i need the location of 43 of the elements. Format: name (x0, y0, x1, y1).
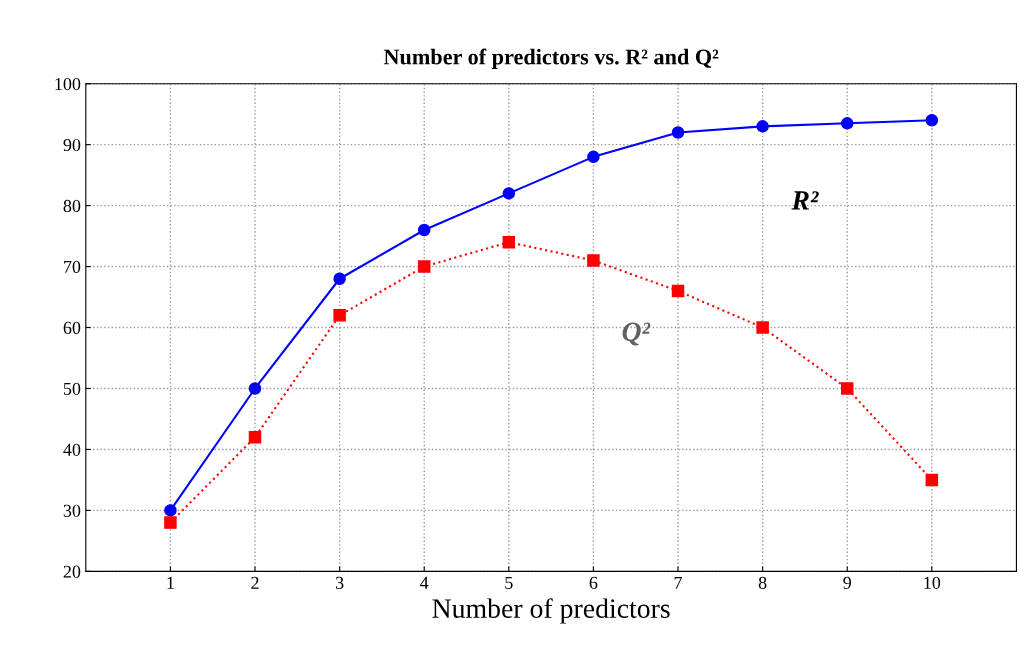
point (333, 272, 346, 286)
x-tick-label: 5 (505, 576, 513, 589)
x-tick-label: 8 (758, 576, 767, 589)
point (417, 260, 431, 273)
point (248, 382, 262, 395)
x-tick-label: 6 (589, 576, 598, 589)
point (502, 235, 516, 249)
point (333, 309, 346, 322)
point (164, 516, 177, 529)
y-tick-label: 70 (64, 260, 81, 274)
x-tick-label: 2 (251, 576, 259, 589)
y-tick-label: 50 (63, 382, 81, 395)
point (587, 150, 600, 164)
point (417, 223, 431, 237)
x-tick-label: 4 (420, 576, 429, 589)
point (164, 504, 177, 517)
point (925, 473, 939, 487)
y-tick-label: 40 (63, 443, 81, 456)
x-tick-label: 9 (843, 576, 851, 589)
x-axis-title: Number of predictors (432, 598, 670, 624)
text: R² (791, 191, 819, 210)
chart-title: Number of predictors vs. R² and Q² (383, 48, 719, 69)
point (587, 254, 600, 267)
point (502, 187, 516, 200)
series-label: Q² (622, 322, 651, 346)
point (925, 114, 939, 127)
x-tick-label: 1 (167, 576, 174, 589)
point (756, 120, 769, 133)
point (756, 321, 769, 334)
point (671, 126, 685, 139)
y-tick-label: 60 (63, 321, 81, 334)
point (671, 284, 685, 298)
y-tick-label: 100 (55, 77, 81, 91)
y-tick-label: 80 (63, 199, 81, 213)
y-tick-label: 90 (63, 138, 81, 152)
x-tick-label: 3 (335, 576, 344, 589)
point (840, 117, 854, 130)
point (840, 382, 854, 395)
x-tick-label: 10 (924, 576, 941, 589)
point (248, 430, 262, 444)
y-tick-label: 20 (63, 565, 81, 578)
y-tick-label: 30 (63, 504, 81, 517)
x-tick-label: 7 (674, 576, 683, 589)
